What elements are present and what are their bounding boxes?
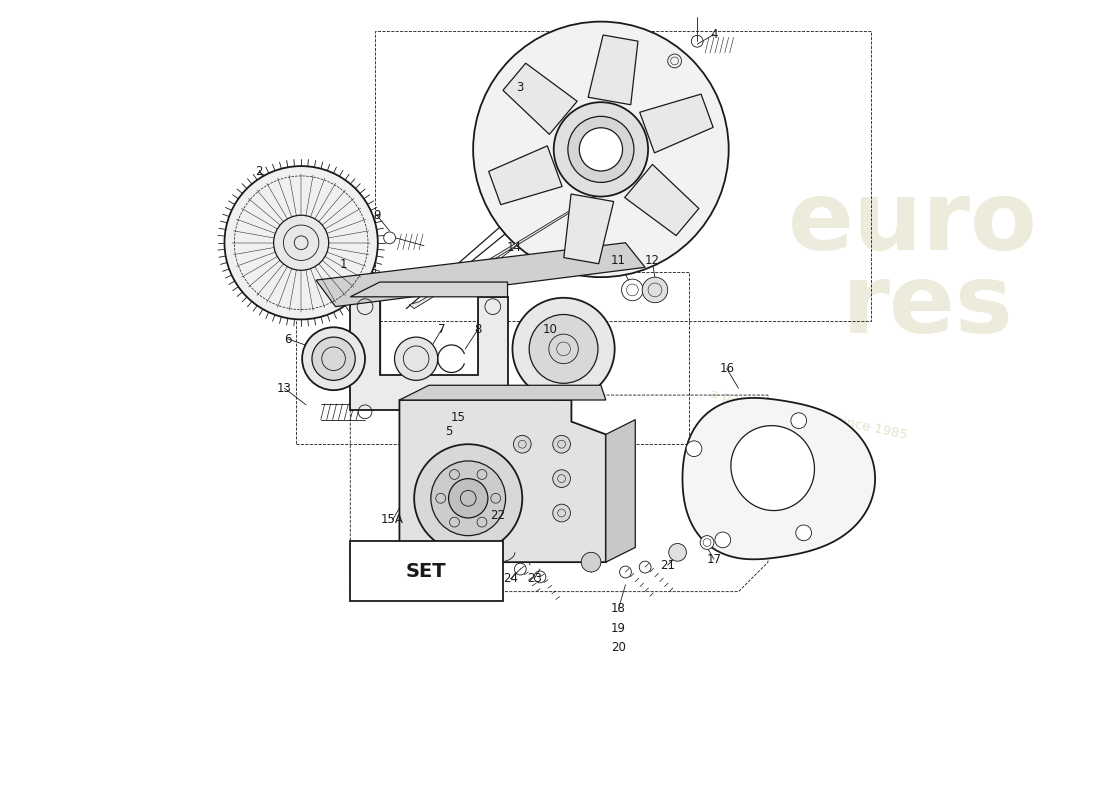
Circle shape [686,441,702,457]
Circle shape [795,525,812,541]
Polygon shape [682,398,876,559]
Circle shape [553,102,648,197]
Text: 23: 23 [527,572,541,586]
Circle shape [384,232,396,244]
Text: 6: 6 [285,333,293,346]
Circle shape [669,543,686,561]
Circle shape [431,461,506,536]
Circle shape [552,470,571,487]
Text: 20: 20 [612,641,626,654]
Text: 17: 17 [706,553,722,566]
Text: 4: 4 [711,28,717,41]
Circle shape [581,552,601,572]
Polygon shape [564,194,614,264]
Circle shape [514,435,531,453]
Text: 19: 19 [612,622,626,634]
Text: 1: 1 [340,258,348,271]
Circle shape [642,277,668,302]
Polygon shape [350,297,507,410]
Polygon shape [625,165,698,235]
Circle shape [701,536,714,550]
Text: 3: 3 [517,81,524,94]
Circle shape [529,314,598,383]
Circle shape [791,413,806,429]
Text: 8: 8 [474,322,482,336]
Circle shape [395,337,438,380]
Polygon shape [350,282,507,297]
Text: 11: 11 [612,254,626,267]
Text: 15A: 15A [381,514,404,526]
Polygon shape [640,94,713,153]
Text: 10: 10 [542,322,558,336]
Circle shape [224,166,377,319]
Circle shape [274,215,329,270]
Text: 16: 16 [719,362,734,375]
Text: 5: 5 [444,425,452,438]
Circle shape [580,128,623,171]
Polygon shape [409,150,608,309]
Polygon shape [606,420,636,562]
Circle shape [552,435,571,453]
Circle shape [473,22,728,277]
Polygon shape [316,242,645,306]
Text: 15: 15 [451,411,465,424]
Text: 13: 13 [277,382,292,394]
Text: a passion for parts since 1985: a passion for parts since 1985 [710,387,909,442]
Polygon shape [399,386,606,400]
Circle shape [312,337,355,380]
Circle shape [568,116,634,182]
Text: 2: 2 [255,166,263,178]
Polygon shape [588,35,638,105]
Polygon shape [503,63,578,134]
Text: SET: SET [406,562,447,581]
Circle shape [513,298,615,400]
Polygon shape [488,146,562,205]
FancyBboxPatch shape [350,541,503,602]
Text: 9: 9 [373,209,381,222]
Polygon shape [730,426,814,510]
Circle shape [415,444,522,552]
Circle shape [449,478,488,518]
Text: res: res [842,260,1013,353]
Text: 12: 12 [645,254,660,267]
Text: euro: euro [788,177,1037,270]
Text: 7: 7 [438,322,446,336]
Text: 18: 18 [612,602,626,615]
Polygon shape [399,400,606,562]
Circle shape [715,532,730,548]
Text: 21: 21 [660,558,675,572]
Text: 14: 14 [507,241,521,254]
Circle shape [302,327,365,390]
Circle shape [552,504,571,522]
Text: 22: 22 [491,510,505,522]
Text: 24: 24 [503,572,518,586]
Circle shape [415,552,433,572]
